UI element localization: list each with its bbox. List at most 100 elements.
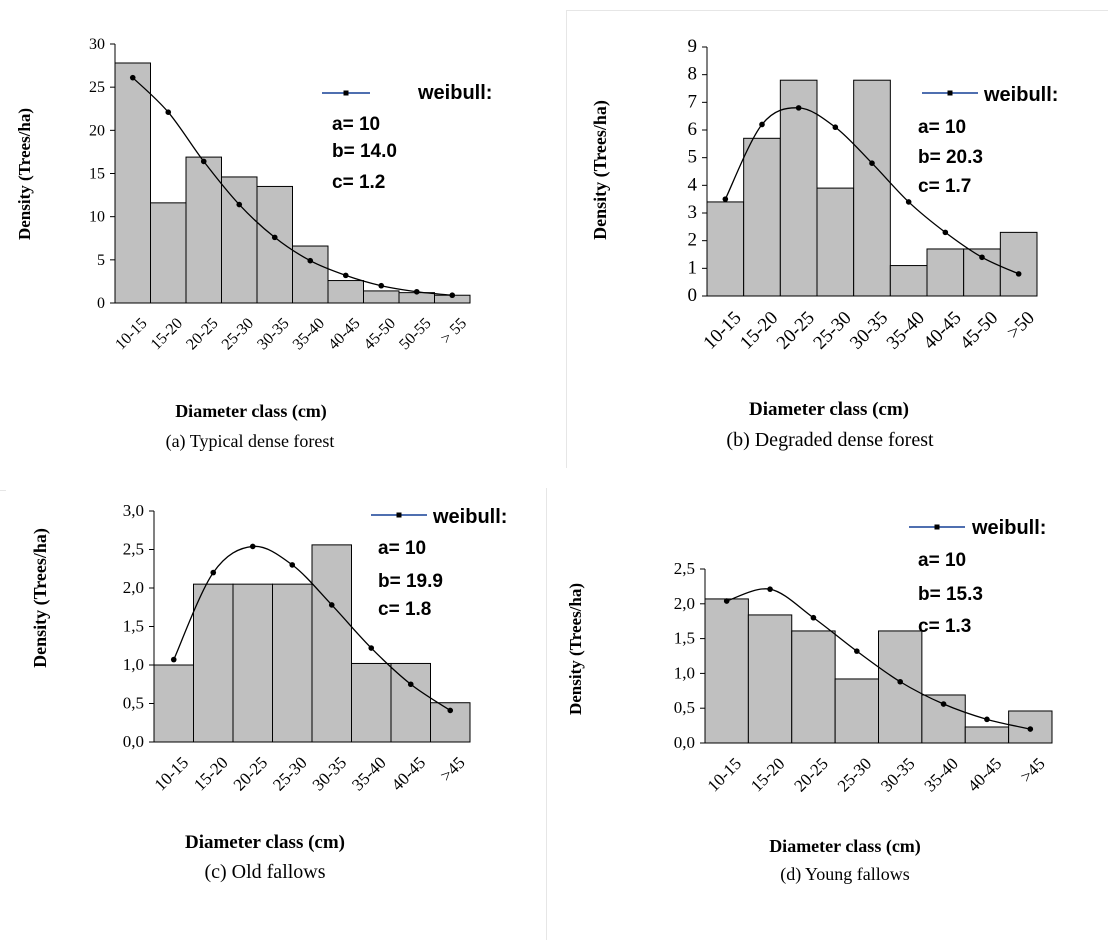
bar-2025 [185, 156, 222, 304]
bar-2530 [272, 583, 313, 743]
x-axis-title: Diameter class (cm) [185, 832, 345, 853]
x-axis-title: Diameter class (cm) [749, 399, 909, 420]
weibull-fit-point [795, 105, 802, 111]
x-tick-label: 35-40 [348, 753, 389, 794]
x-tick-label: 20-25 [183, 315, 221, 353]
weibull-param: c= 1.8 [378, 599, 431, 620]
weibull-fit-point [271, 234, 278, 241]
x-tick-label: 35-40 [883, 307, 929, 353]
bar-1015 [153, 664, 194, 743]
legend: weibull: a= 10 b= 19.9 c= 1.8 [371, 506, 507, 620]
x-tick-label: 40-45 [325, 315, 363, 353]
legend-label: weibull: [432, 506, 507, 528]
legend-marker [934, 524, 940, 530]
weibull-fit-point [1015, 271, 1022, 277]
y-tick-label: 15 [89, 166, 105, 183]
y-tick-label: 0,5 [674, 698, 695, 717]
weibull-fit-point [897, 678, 903, 685]
panel-caption: (c) Old fallows [204, 861, 325, 883]
weibull-fit-point [979, 254, 985, 261]
panel-divider-horizontal-top [566, 10, 1108, 11]
bar-3540 [889, 265, 928, 297]
bar-2530 [816, 187, 855, 297]
x-tick-label: 25-30 [219, 315, 257, 353]
panel-caption: (a) Typical dense forest [166, 431, 335, 452]
bar-1520 [150, 202, 187, 304]
bar-3540 [351, 662, 392, 743]
x-tick-label: 45-50 [956, 307, 1002, 353]
weibull-fit-point [767, 586, 773, 592]
weibull-fit-point [1027, 726, 1034, 732]
y-tick-label: 25 [89, 79, 105, 96]
weibull-fit-point [722, 196, 729, 202]
y-tick-label: 2,5 [123, 540, 144, 559]
x-tick-label: 10-15 [151, 753, 192, 794]
x-tick-label: 15-20 [190, 753, 231, 794]
weibull-fit-point [378, 282, 385, 289]
y-tick-label: 5 [688, 147, 698, 168]
weibull-fit-point [289, 562, 296, 568]
x-tick-label: 20-25 [790, 754, 831, 795]
weibull-param: c= 1.7 [918, 176, 971, 197]
panel-caption: (b) Degraded dense forest [726, 429, 934, 451]
x-tick-label: 35-40 [921, 754, 962, 795]
weibull-param: a= 10 [918, 117, 966, 138]
weibull-fit-point [170, 656, 177, 663]
bar-3035 [853, 79, 891, 297]
legend-marker [947, 90, 953, 96]
weibull-fit-point [447, 707, 454, 714]
x-tick-label: 15-20 [736, 307, 782, 353]
weibull-fit-point [249, 543, 256, 550]
chart-panel-a: 0 5 10 15 20 25 30 10-1515-2020-2525-3030-3535-… [15, 36, 492, 452]
bar-2530 [221, 176, 258, 304]
bar-3035 [311, 544, 352, 743]
legend: weibull:a= 10 b= 15.3 c= 1.3 [909, 517, 1046, 637]
weibull-fit-point [759, 121, 765, 128]
x-tick-label: >45 [1017, 754, 1049, 786]
bar-1520 [193, 583, 234, 743]
bar-2025 [232, 583, 273, 743]
x-tick-label: 25-30 [809, 307, 855, 353]
bar-3540 [292, 245, 329, 304]
bar-2025 [791, 630, 836, 744]
y-axis-title: Density (Trees/ha) [590, 100, 611, 240]
chart-panel-d: 0,0 0,5 1,0 1,5 2,0 2,5 10-15 15-20 20-25 25-30 30… [566, 517, 1053, 885]
y-tick-label: 2,0 [123, 578, 144, 597]
x-tick-label: 40-45 [388, 753, 429, 794]
x-tick-label: 10-15 [112, 315, 150, 353]
weibull-param: b= 19.9 [378, 571, 443, 592]
bar-4045 [327, 280, 364, 304]
legend-marker [396, 512, 402, 518]
bar-1015 [114, 62, 151, 304]
x-tick-label: 40-45 [919, 307, 965, 353]
x-tick-label: 15-20 [148, 315, 186, 353]
bar-4550 [363, 290, 400, 304]
weibull-fit-point [449, 292, 456, 299]
x-tick-label: 45-50 [361, 315, 399, 353]
weibull-fit-point [810, 614, 817, 621]
weibull-fit-point [869, 160, 875, 166]
y-tick-label: 1,5 [123, 617, 144, 636]
weibull-fit-point [407, 681, 414, 688]
bar-2025 [779, 79, 818, 297]
weibull-param: c= 1.2 [332, 172, 385, 193]
y-tick-label: 3 [688, 202, 698, 223]
weibull-fit-point [940, 701, 947, 707]
y-tick-label: 1,0 [674, 663, 695, 682]
y-tick-label: 0 [97, 295, 105, 312]
x-tick-label: 20-25 [230, 753, 271, 794]
y-tick-label: 0,0 [674, 733, 695, 752]
x-tick-label: > 55 [438, 315, 471, 348]
panel-divider-left-edge [0, 490, 6, 491]
y-tick-label: 9 [688, 36, 698, 57]
x-axis-title: Diameter class (cm) [769, 836, 921, 857]
x-tick-label: 25-30 [834, 754, 875, 795]
weibull-fit-point [905, 199, 912, 205]
weibull-fit-point [165, 109, 172, 116]
y-tick-label: 4 [688, 174, 698, 195]
x-tick-label: >45 [436, 753, 468, 785]
bar-1015 [706, 201, 745, 297]
bar-2530 [834, 678, 879, 744]
weibull-fit-point [832, 124, 839, 131]
weibull-fit-point [413, 288, 420, 295]
